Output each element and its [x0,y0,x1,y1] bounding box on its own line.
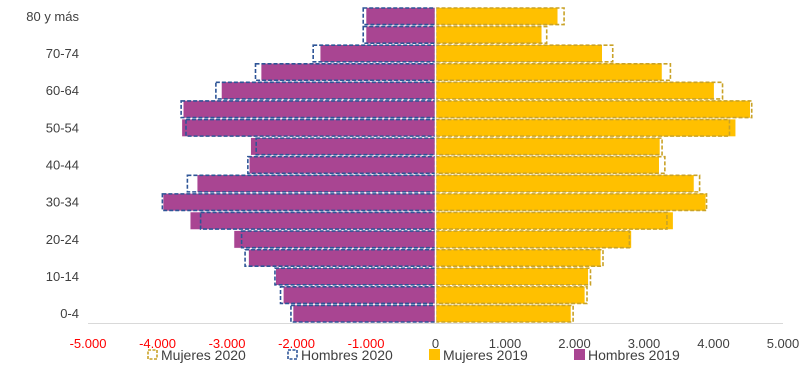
y-tick-label: 20-24 [46,232,79,247]
bar-mujeres-2019-45-49 [435,137,661,156]
legend-hombres-2019-swatch [574,349,585,360]
bar-mujeres-2019-15-19 [435,248,602,268]
bar-hombres-2019-40-44 [248,155,436,175]
legend: Mujeres 2020 Hombres 2020 Mujeres 2019 Homb… [147,347,680,363]
bar-hombres-2019-15-19 [248,248,436,268]
legend-hombres-2020-label: Hombres 2020 [301,347,393,363]
bar-mujeres-2019-10-14 [435,267,589,286]
bar-hombres-2020-60-64 [215,81,437,100]
bar-mujeres-2019-25-29 [435,211,674,230]
y-tick-label: 10-14 [46,269,79,284]
y-tick-label: 70-74 [46,46,79,61]
bar-hombres-2019-30-34 [162,193,436,212]
legend-mujeres-2019-swatch [429,349,440,360]
y-tick-label: 40-44 [46,158,79,173]
bar-hombres-2019-75-79 [365,25,436,44]
x-tick-label: -4.000 [139,336,176,351]
y-tick-label: 60-64 [46,83,79,98]
bar-hombres-2019-65-69 [260,62,436,82]
legend-mujeres-2020-swatch [147,349,158,360]
legend-mujeres-2020: Mujeres 2020 [147,347,246,363]
x-tick-label: -5.000 [70,336,107,351]
bar-hombres-2019-50-54 [181,118,436,137]
x-tick-label: 4.000 [697,336,730,351]
y-tick-label: 50-54 [46,120,79,135]
x-tick-label: -1.000 [348,336,385,351]
bar-mujeres-2019-80-y-más [435,7,559,26]
bar-hombres-2019-20-24 [233,230,436,249]
legend-mujeres-2020-label: Mujeres 2020 [161,347,246,363]
bar-hombres-2019-45-49 [250,137,436,156]
x-tick-label: 2.000 [558,336,591,351]
bar-mujeres-2019-40-44 [435,155,660,175]
x-tick-label: 3.000 [628,336,661,351]
bar-hombres-2020-70-74 [312,44,437,63]
bar-mujeres-2019-35-39 [435,174,695,193]
legend-hombres-2019: Hombres 2019 [574,347,680,363]
bar-hombres-2020-20-24 [240,230,437,249]
bar-hombres-2019-35-39 [196,174,436,193]
x-axis-ticks: -5.000 -4.000 -3.000 -2.000 -1.000 0 1.000 2.00… [70,336,800,351]
bar-mujeres-2020-45-49 [434,137,663,156]
bar-hombres-2019-55-59 [182,100,436,119]
bars-2019 [162,7,751,323]
legend-hombres-2019-label: Hombres 2019 [588,347,680,363]
bar-mujeres-2019-60-64 [435,81,715,100]
x-tick-label: -2.000 [278,336,315,351]
bar-hombres-2019-10-14 [275,267,436,286]
bar-hombres-2019-70-74 [319,44,436,63]
bar-mujeres-2020-10-14 [434,267,592,286]
y-tick-label: 0-4 [60,306,79,321]
bar-mujeres-2019-65-69 [435,62,663,82]
x-tick-label: -3.000 [209,336,246,351]
x-tick-label: 1.000 [489,336,522,351]
legend-mujeres-2019-label: Mujeres 2019 [443,347,528,363]
bar-hombres-2019-5-9 [282,286,436,305]
bar-mujeres-2019-0-4 [435,304,572,323]
bar-mujeres-2019-30-34 [435,193,707,212]
bar-hombres-2020-30-34 [161,193,437,212]
bar-mujeres-2019-20-24 [435,230,632,249]
bar-hombres-2019-60-64 [221,81,436,100]
bar-mujeres-2020-15-19 [434,248,604,268]
bar-hombres-2019-80-y-más [365,7,436,26]
y-tick-label: 80 y más [26,9,79,24]
legend-hombres-2020: Hombres 2020 [287,347,393,363]
x-tick-label: 5.000 [767,336,800,351]
bar-mujeres-2019-50-54 [435,118,737,137]
bar-mujeres-2020-20-24 [434,230,631,249]
legend-mujeres-2019: Mujeres 2019 [429,347,528,363]
bar-mujeres-2019-75-79 [435,25,543,44]
x-tick-label: 0 [432,336,439,351]
bar-mujeres-2019-70-74 [435,44,603,63]
bar-hombres-2019-25-29 [189,211,436,230]
legend-hombres-2020-swatch [287,349,298,360]
bar-mujeres-2020-60-64 [434,81,724,100]
bar-hombres-2020-50-54 [185,118,437,137]
bar-mujeres-2019-5-9 [435,286,586,305]
y-tick-label: 30-34 [46,195,79,210]
bar-hombres-2020-55-59 [180,100,437,119]
bar-hombres-2019-0-4 [292,304,436,323]
y-axis-ticks: 0-4 10-14 20-24 30-34 40-44 50-54 60-64 70-74 80… [26,9,79,321]
bar-mujeres-2019-55-59 [435,100,751,119]
